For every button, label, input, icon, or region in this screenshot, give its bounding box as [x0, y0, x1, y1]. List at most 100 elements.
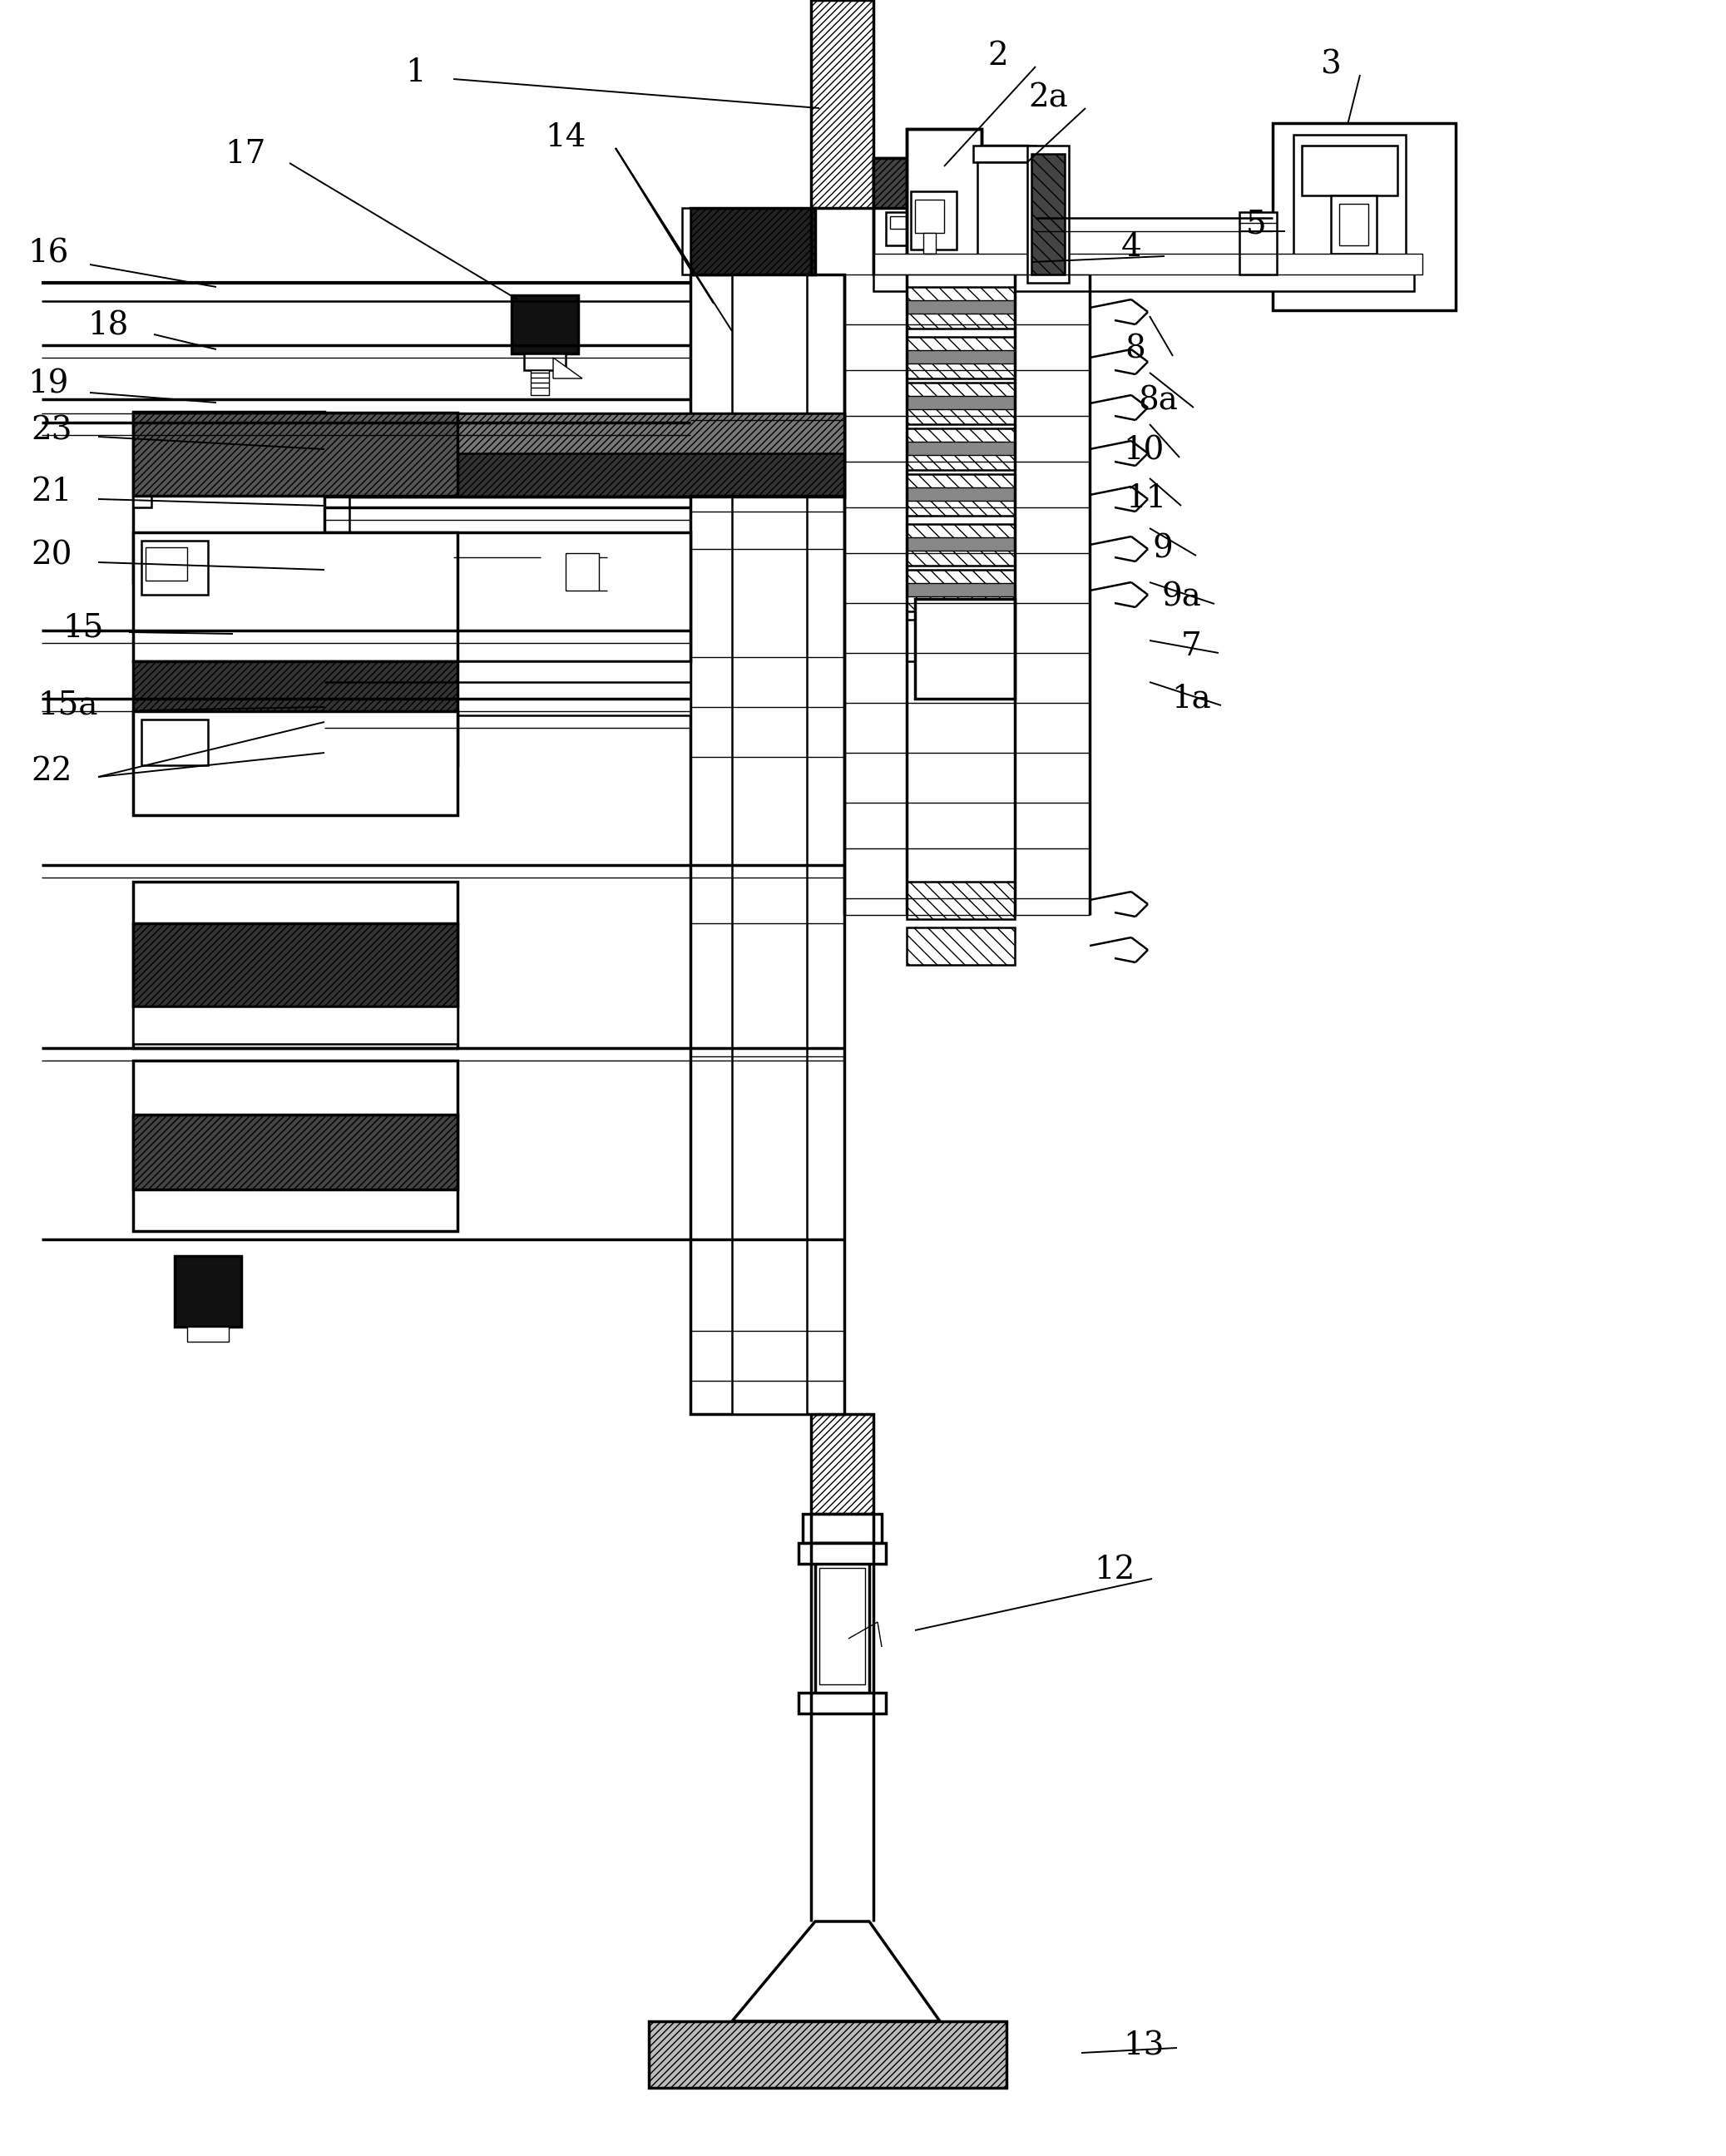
Bar	[815, 1544, 870, 1710]
Bar	[174, 1257, 242, 1326]
Bar	[811, 1414, 873, 1514]
Bar	[915, 599, 1015, 699]
Text: 11: 11	[1125, 483, 1167, 515]
Text: 22: 22	[31, 757, 72, 787]
Bar	[133, 882, 457, 1048]
Text: 13: 13	[1124, 2031, 1165, 2061]
Text: 20: 20	[31, 541, 72, 571]
Text: 21: 21	[31, 476, 72, 509]
Text: 18: 18	[88, 310, 129, 341]
Bar	[324, 414, 844, 453]
Text: 12: 12	[1094, 1554, 1136, 1587]
Bar	[906, 336, 1015, 379]
Bar	[142, 420, 316, 474]
Text: 9: 9	[1153, 533, 1174, 565]
Bar	[891, 216, 915, 229]
Text: 1a: 1a	[1172, 683, 1212, 714]
Bar	[906, 487, 1015, 500]
Bar	[799, 1544, 885, 1563]
Bar	[133, 1007, 457, 1044]
Bar	[911, 192, 956, 250]
Bar	[973, 147, 1036, 162]
Bar	[885, 211, 932, 246]
Bar	[799, 1692, 885, 1714]
Bar	[324, 711, 349, 757]
Bar	[1331, 196, 1377, 254]
Bar	[324, 496, 349, 543]
Bar	[511, 295, 578, 354]
Text: 15a: 15a	[38, 690, 98, 720]
Bar	[906, 382, 1015, 425]
Bar	[690, 274, 844, 1414]
Bar	[1293, 134, 1405, 289]
Bar	[906, 524, 1015, 565]
Bar	[906, 129, 982, 282]
Text: 14: 14	[545, 123, 587, 153]
Bar	[682, 207, 690, 274]
Bar	[732, 274, 806, 1414]
Text: 4: 4	[1120, 233, 1141, 263]
Text: 5: 5	[1246, 209, 1267, 239]
Bar	[690, 207, 815, 274]
Bar	[982, 147, 1027, 282]
Bar	[873, 254, 1422, 274]
Text: 10: 10	[1124, 436, 1165, 466]
Bar	[906, 619, 1015, 662]
Text: 8: 8	[1125, 334, 1146, 364]
Text: 23: 23	[31, 416, 72, 446]
Bar	[915, 201, 944, 233]
Bar	[973, 265, 1036, 282]
Bar	[133, 412, 324, 582]
Bar	[906, 349, 1015, 364]
Bar	[906, 882, 1015, 918]
Bar	[1339, 205, 1369, 246]
Bar	[873, 157, 973, 207]
Text: 8a: 8a	[1137, 386, 1177, 416]
Bar	[133, 711, 457, 815]
Text: 3: 3	[1320, 50, 1341, 80]
Bar	[906, 582, 1015, 597]
Text: 17: 17	[224, 138, 266, 170]
Bar	[1272, 123, 1455, 310]
Bar	[324, 533, 690, 662]
Bar	[649, 2022, 1006, 2087]
Polygon shape	[1301, 147, 1398, 196]
Bar	[906, 442, 1015, 455]
Bar	[906, 569, 1015, 612]
Bar	[906, 927, 1015, 966]
Bar	[906, 474, 1015, 515]
Bar	[906, 129, 982, 282]
Bar	[811, 0, 873, 207]
Text: 1: 1	[406, 58, 426, 88]
Bar	[820, 1567, 865, 1684]
Bar	[1027, 147, 1068, 282]
Bar	[977, 162, 1032, 265]
Bar	[324, 414, 844, 496]
Bar	[145, 548, 186, 580]
Bar	[407, 548, 454, 580]
Bar	[133, 1115, 457, 1190]
Bar	[142, 720, 207, 765]
Bar	[133, 474, 152, 507]
Text: 16: 16	[28, 239, 69, 270]
Text: 2a: 2a	[1029, 82, 1068, 114]
Text: 19: 19	[28, 369, 69, 399]
Text: 2: 2	[987, 41, 1008, 71]
Bar	[337, 720, 352, 735]
Bar	[906, 537, 1015, 550]
Text: 9a: 9a	[1162, 582, 1201, 612]
Bar	[133, 923, 457, 1007]
Bar	[133, 412, 457, 496]
Bar	[133, 533, 457, 662]
Polygon shape	[732, 1921, 941, 2022]
Bar	[333, 668, 378, 688]
Bar	[803, 1514, 882, 1544]
Bar	[145, 481, 155, 492]
Bar	[133, 662, 457, 765]
Bar	[324, 662, 690, 716]
Bar	[1032, 153, 1065, 274]
Bar	[324, 660, 349, 709]
Polygon shape	[552, 358, 582, 379]
Bar	[566, 554, 599, 591]
Bar	[873, 157, 973, 274]
